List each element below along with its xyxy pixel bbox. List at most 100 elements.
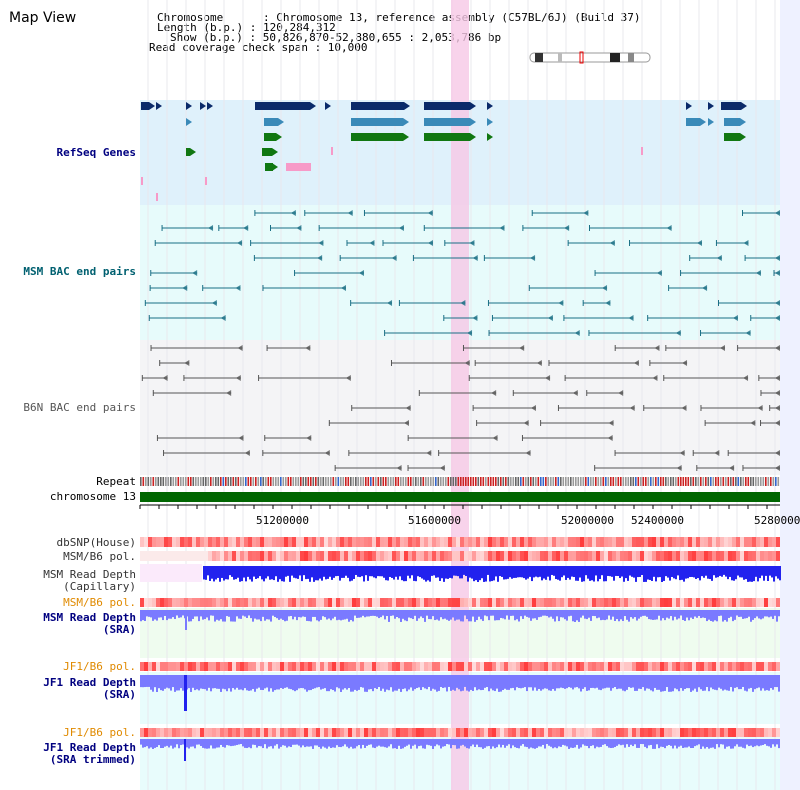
repeat-track[interactable]: [140, 477, 780, 486]
depth-bar: [476, 739, 478, 745]
depth-bar: [238, 739, 240, 745]
repeat-mark: [732, 477, 735, 486]
coverage-span-info: Read coverage check span : 10,000: [149, 41, 368, 54]
depth-bar: [548, 610, 550, 618]
depth-bar: [531, 566, 533, 582]
track-label-jf1-b6-pol[interactable]: JF1/B6 pol.: [63, 660, 136, 673]
depth-bar: [186, 739, 188, 748]
heat-cell: [700, 551, 704, 561]
refseq-genes[interactable]: [141, 102, 747, 201]
heat-cell: [276, 537, 280, 547]
depth-tracks[interactable]: [140, 564, 781, 761]
heat-cell: [212, 598, 216, 607]
depth-bar: [299, 566, 301, 576]
depth-bar: [690, 675, 692, 692]
heat-cell: [616, 537, 620, 547]
heat-cell: [464, 551, 468, 561]
depth-bar: [666, 610, 668, 618]
track-label-repeat[interactable]: Repeat: [96, 475, 136, 488]
depth-bar: [584, 739, 586, 746]
depth-bar: [200, 675, 202, 689]
heat-cell: [296, 662, 300, 671]
bac-end-arrow: [464, 360, 470, 366]
track-label-jf1-depth-sra[interactable]: JF1 Read Depth: [43, 676, 136, 689]
heat-cell: [304, 598, 308, 607]
track-label-msm-depth-cap[interactable]: MSM Read Depth: [43, 568, 136, 581]
track-label-dbsnp[interactable]: dbSNP(House): [56, 536, 136, 549]
repeat-mark: [565, 477, 567, 486]
depth-bar: [350, 610, 352, 621]
depth-bar: [174, 610, 176, 620]
heat-cell: [776, 598, 780, 607]
heat-cell: [260, 551, 264, 561]
depth-bar: [326, 610, 328, 620]
heat-cell: [652, 537, 656, 547]
chromosome-bar[interactable]: [140, 492, 780, 502]
heat-cell: [492, 728, 496, 737]
depth-bar: [611, 566, 613, 577]
depth-bar: [744, 739, 746, 749]
heat-cell: [744, 728, 748, 737]
heat-cell: [412, 598, 416, 607]
depth-bar: [438, 610, 440, 621]
depth-bar: [342, 675, 344, 690]
repeat-mark: [642, 477, 645, 486]
depth-bar: [762, 675, 764, 689]
track-label-msm-bac[interactable]: MSM BAC end pairs: [23, 265, 136, 278]
depth-bar: [618, 610, 620, 622]
depth-bar: [236, 675, 238, 688]
highlight-region[interactable]: [451, 0, 469, 790]
depth-bar: [276, 610, 278, 619]
heat-cell: [484, 662, 488, 671]
repeat-mark: [692, 477, 695, 486]
depth-bar: [258, 610, 260, 620]
depth-bar: [736, 739, 738, 745]
bac-end-arrow: [775, 210, 780, 216]
repeat-mark: [520, 477, 522, 486]
depth-bar: [188, 610, 190, 622]
heat-cell: [208, 551, 212, 561]
heat-cell: [680, 551, 684, 561]
repeat-mark: [555, 477, 557, 486]
b6n-bac-pairs[interactable]: [141, 345, 780, 471]
heat-cell: [624, 598, 628, 607]
repeat-mark: [430, 477, 432, 486]
depth-bar: [647, 566, 649, 580]
track-label-msm-b6-pol-2[interactable]: MSM/B6 pol.: [63, 596, 136, 609]
heat-cell: [488, 551, 492, 561]
heat-cell: [680, 598, 684, 607]
depth-bar: [556, 739, 558, 749]
heat-cell: [184, 662, 188, 671]
depth-bar: [266, 675, 268, 688]
depth-bar: [280, 675, 282, 689]
track-label-msm-depth-sra[interactable]: MSM Read Depth: [43, 611, 136, 624]
track-label-refseq[interactable]: RefSeq Genes: [56, 146, 136, 159]
depth-bar: [286, 675, 288, 688]
depth-bar: [368, 739, 370, 745]
depth-bar: [648, 739, 650, 746]
depth-bar: [236, 610, 238, 617]
depth-bar: [586, 739, 588, 746]
track-label-jf1-depth-trim[interactable]: JF1 Read Depth: [43, 741, 136, 754]
track-label-msm-b6-pol[interactable]: MSM/B6 pol.: [63, 550, 136, 563]
heat-cell: [416, 537, 420, 547]
heat-tracks[interactable]: [140, 537, 780, 737]
depth-bar: [729, 566, 731, 577]
track-label-b6n-bac[interactable]: B6N BAC end pairs: [23, 401, 136, 414]
depth-bar: [724, 610, 726, 621]
depth-bar: [737, 566, 739, 576]
depth-bar: [178, 675, 180, 691]
depth-bar: [695, 566, 697, 579]
chromosome-ideogram[interactable]: [529, 51, 651, 64]
heat-cell: [348, 728, 352, 737]
msm-bac-pairs[interactable]: [144, 210, 780, 336]
depth-bar: [380, 739, 382, 747]
depth-bar: [640, 610, 642, 617]
depth-bar: [276, 675, 278, 690]
depth-bar: [498, 610, 500, 621]
track-label-jf1-b6-pol-2[interactable]: JF1/B6 pol.: [63, 726, 136, 739]
repeat-mark: [415, 477, 417, 486]
depth-bar: [650, 675, 652, 691]
depth-bar: [608, 610, 610, 616]
